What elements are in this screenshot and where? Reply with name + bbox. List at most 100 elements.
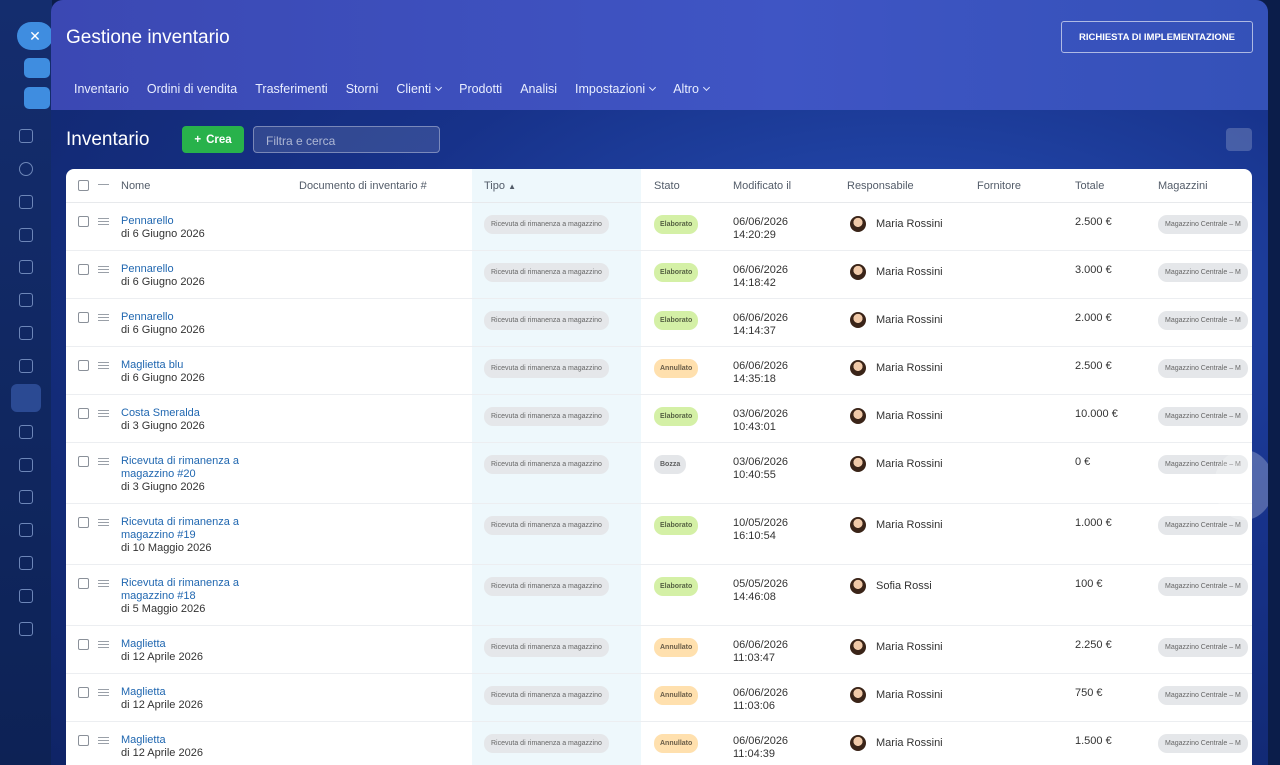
row-menu[interactable] [98,641,109,648]
row-checkbox[interactable] [78,639,89,650]
nav-item[interactable]: Altro [673,82,709,96]
responsible-name[interactable]: Maria Rossini [876,218,943,230]
nav-icon[interactable] [19,425,33,439]
responsible-name[interactable]: Maria Rossini [876,737,943,749]
modified-time: 14:18:42 [733,277,776,289]
row-checkbox[interactable] [78,408,89,419]
column-header[interactable]: Modificato il [733,180,792,192]
item-link[interactable]: Maglietta [121,638,166,650]
item-link[interactable]: Pennarello [121,215,174,227]
nav-item[interactable]: Analisi [520,82,558,96]
responsible-name[interactable]: Maria Rossini [876,362,943,374]
row-checkbox[interactable] [78,216,89,227]
open-button[interactable] [24,87,50,109]
nav-icon[interactable] [19,195,33,209]
settings-button[interactable] [1226,128,1252,151]
item-link[interactable]: Maglietta blu [121,359,184,371]
responsible-name[interactable]: Maria Rossini [876,641,943,653]
nav-icon[interactable] [19,260,33,274]
row-menu[interactable] [98,314,109,321]
implementation-button[interactable]: RICHIESTA DI IMPLEMENTAZIONE [1061,21,1253,53]
warehouse-cell: Magazzino Centrale – M [1158,577,1252,596]
row-menu[interactable] [98,458,109,465]
column-header[interactable]: Nome [121,180,151,192]
nav-icon[interactable] [19,129,33,143]
nav-item[interactable]: Ordini di vendita [146,82,238,96]
item-link[interactable]: Ricevuta di rimanenza a magazzino #18 [121,577,240,602]
link-button[interactable] [24,58,50,78]
name-cell: Pennarello di 6 Giugno 2026 [121,251,261,298]
nav-icon[interactable] [19,523,33,537]
column-header[interactable]: Responsabile [847,180,914,192]
nav-icon[interactable] [19,326,33,340]
column-header[interactable]: Tipo ▲ [484,180,516,192]
column-settings-icon[interactable] [98,182,109,189]
responsible-name[interactable]: Maria Rossini [876,314,943,326]
column-header[interactable]: Documento di inventario # [299,180,427,192]
nav-icon[interactable] [19,162,33,176]
nav-item[interactable]: Clienti [396,82,441,96]
responsible-cell: Maria Rossini [847,216,943,232]
row-checkbox[interactable] [78,735,89,746]
nav-item[interactable]: Impostazioni [575,82,655,96]
responsible-cell: Sofia Rossi [847,578,932,594]
nav-icon-active[interactable] [11,384,41,412]
row-checkbox[interactable] [78,578,89,589]
responsible-name[interactable]: Maria Rossini [876,689,943,701]
row-menu[interactable] [98,519,109,526]
nav-item[interactable]: Trasferimenti [255,82,328,96]
type-badge: Ricevuta di rimanenza a magazzino [484,311,609,330]
responsible-name[interactable]: Maria Rossini [876,410,943,422]
responsible-name[interactable]: Maria Rossini [876,519,943,531]
nav-icon[interactable] [19,490,33,504]
nav-icon[interactable] [19,228,33,242]
status-cell: Annullato [654,359,699,378]
item-link[interactable]: Ricevuta di rimanenza a magazzino #19 [121,516,240,541]
row-menu[interactable] [98,266,109,273]
row-checkbox[interactable] [78,264,89,275]
row-menu[interactable] [98,737,109,744]
row-menu[interactable] [98,362,109,369]
nav-item[interactable]: Prodotti [459,82,503,96]
name-cell: Maglietta di 12 Aprile 2026 [121,674,261,721]
search-box[interactable]: Filtra e cerca [253,126,440,153]
close-button[interactable]: ✕ [17,22,53,50]
item-link[interactable]: Maglietta [121,686,166,698]
row-menu[interactable] [98,218,109,225]
nav-icon[interactable] [19,359,33,373]
row-checkbox[interactable] [78,456,89,467]
row-checkbox[interactable] [78,360,89,371]
select-all-checkbox[interactable] [78,180,89,191]
item-link[interactable]: Costa Smeralda [121,407,200,419]
nav-icon[interactable] [19,589,33,603]
nav-item[interactable]: Inventario [74,82,129,96]
row-menu[interactable] [98,689,109,696]
responsible-name[interactable]: Maria Rossini [876,458,943,470]
responsible-name[interactable]: Maria Rossini [876,266,943,278]
type-cell: Ricevuta di rimanenza a magazzino [484,359,609,378]
modified-date: 03/06/2026 [733,456,789,468]
avatar [850,408,866,424]
column-header[interactable]: Stato [654,180,680,192]
row-menu[interactable] [98,410,109,417]
nav-icon[interactable] [19,622,33,636]
nav-item[interactable]: Storni [345,82,379,96]
item-link[interactable]: Pennarello [121,311,174,323]
nav-icon[interactable] [19,293,33,307]
column-header[interactable]: Magazzini [1158,180,1208,192]
nav-icon[interactable] [19,458,33,472]
item-link[interactable]: Ricevuta di rimanenza a magazzino #20 [121,455,240,480]
responsible-name[interactable]: Sofia Rossi [876,580,932,592]
item-link[interactable]: Pennarello [121,263,174,275]
total-cell: 10.000 € [1075,408,1118,420]
scroll-right-button[interactable] [1214,450,1268,520]
row-checkbox[interactable] [78,517,89,528]
item-link[interactable]: Maglietta [121,734,166,746]
row-checkbox[interactable] [78,687,89,698]
create-button[interactable]: + Crea [182,126,244,153]
row-menu[interactable] [98,580,109,587]
nav-icon[interactable] [19,556,33,570]
column-header[interactable]: Fornitore [977,180,1022,192]
column-header[interactable]: Totale [1075,180,1105,192]
row-checkbox[interactable] [78,312,89,323]
